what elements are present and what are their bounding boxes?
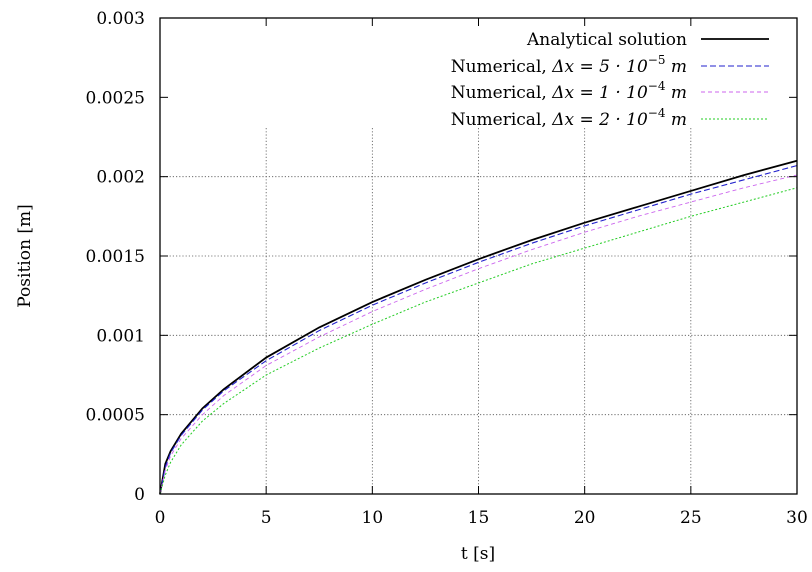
legend-label-2: Numerical, Δx = 5 · 10−5 m xyxy=(451,53,687,77)
y-tick-label: 0.0005 xyxy=(86,406,145,426)
legend-label-3: Numerical, Δx = 1 · 10−4 m xyxy=(451,79,687,103)
legend: Analytical solution Numerical, Δx = 5 · 1… xyxy=(451,30,769,130)
series-layer xyxy=(159,159,798,495)
series-line-1 xyxy=(159,159,798,495)
y-tick-label: 0.002 xyxy=(96,168,145,188)
y-tick-label: 0.003 xyxy=(96,9,145,29)
x-tick-label: 0 xyxy=(155,508,166,528)
x-tick-label: 10 xyxy=(362,508,384,528)
y-axis-label: Position [m] xyxy=(15,204,35,307)
legend-label-4: Numerical, Δx = 2 · 10−4 m xyxy=(451,106,687,130)
legend-label-1: Analytical solution xyxy=(526,30,687,50)
x-tick-label: 5 xyxy=(261,508,272,528)
y-tick-label: 0.0015 xyxy=(86,247,145,267)
x-tick-label: 20 xyxy=(574,508,596,528)
grid xyxy=(160,128,797,494)
y-tick-label: 0 xyxy=(134,485,145,505)
x-axis-label: t [s] xyxy=(461,544,495,564)
x-tick-label: 15 xyxy=(468,508,490,528)
y-tick-label: 0.0025 xyxy=(86,88,145,108)
x-tick-label: 25 xyxy=(680,508,702,528)
series-line-3 xyxy=(159,174,798,495)
y-tick-label: 0.001 xyxy=(96,326,145,346)
series-line-4 xyxy=(159,187,798,495)
ticks xyxy=(159,17,798,495)
tick-labels: 0 5 10 15 20 25 30 0 0.0005 0.001 0.0015 0.002 0.002… xyxy=(86,9,808,528)
series-line-2 xyxy=(159,165,798,495)
x-tick-label: 30 xyxy=(786,508,808,528)
